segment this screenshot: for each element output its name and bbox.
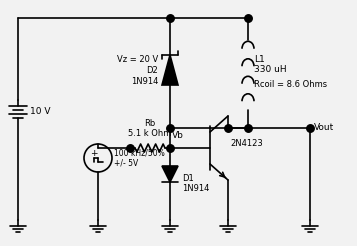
Text: +: + (90, 150, 98, 158)
Text: 2N4123: 2N4123 (230, 138, 263, 148)
Text: D1
1N914: D1 1N914 (182, 174, 209, 193)
Text: Rb
5.1 k Ohm: Rb 5.1 k Ohm (128, 119, 172, 138)
Text: L1
330 uH: L1 330 uH (254, 55, 287, 74)
Text: Rcoil = 8.6 Ohms: Rcoil = 8.6 Ohms (254, 80, 327, 89)
Text: 100 kHz/50%
+/- 5V: 100 kHz/50% +/- 5V (114, 148, 165, 168)
Text: Vb: Vb (172, 131, 184, 140)
Text: Vz = 20 V: Vz = 20 V (117, 56, 158, 64)
Text: 10 V: 10 V (30, 108, 50, 117)
Polygon shape (162, 166, 178, 182)
Text: Vout: Vout (314, 123, 334, 133)
Polygon shape (162, 55, 178, 85)
Text: D2
1N914: D2 1N914 (131, 66, 158, 86)
